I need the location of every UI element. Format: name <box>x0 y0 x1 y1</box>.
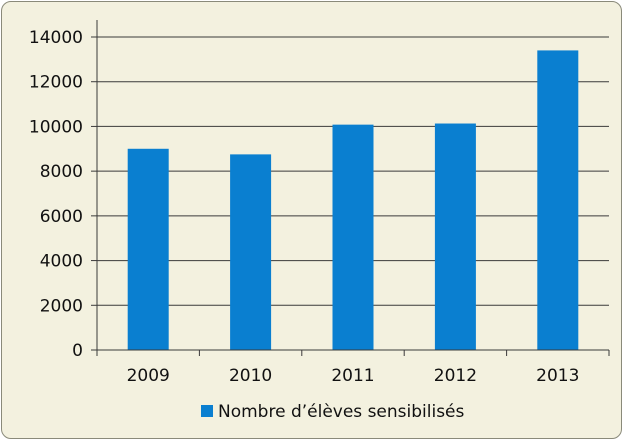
bars <box>127 50 579 351</box>
x-tick-label: 2012 <box>434 366 477 386</box>
y-tick-label: 14000 <box>29 28 83 48</box>
y-tick-label: 0 <box>72 341 83 361</box>
legend: Nombre d’élèves sensibilisés <box>201 402 465 422</box>
y-tick-label: 6000 <box>40 207 83 227</box>
axes <box>96 20 609 351</box>
bar-2012 <box>434 123 476 350</box>
y-axis-ticks: 0 2000 4000 6000 8000 10000 12000 14000 <box>29 28 97 361</box>
bar-2009 <box>127 148 169 350</box>
bar-2010 <box>230 154 272 350</box>
legend-swatch <box>201 405 213 417</box>
bar-2011 <box>332 124 374 350</box>
y-tick-label: 2000 <box>40 296 83 316</box>
bar-2013 <box>537 50 579 351</box>
y-tick-label: 4000 <box>40 252 83 272</box>
x-tick-label: 2010 <box>229 366 272 386</box>
x-tick-label: 2009 <box>127 366 170 386</box>
y-tick-label: 12000 <box>29 73 83 93</box>
y-tick-label: 8000 <box>40 162 83 182</box>
x-tick-label: 2013 <box>536 366 579 386</box>
x-axis-ticks: 2009 2010 2011 2012 2013 <box>96 350 610 386</box>
y-tick-label: 10000 <box>29 117 83 137</box>
x-tick-label: 2011 <box>331 366 374 386</box>
legend-label: Nombre d’élèves sensibilisés <box>218 402 465 422</box>
